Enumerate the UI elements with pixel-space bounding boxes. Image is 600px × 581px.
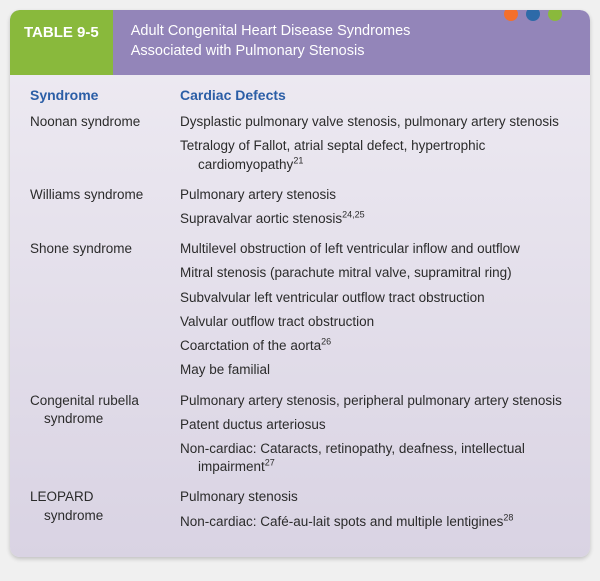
defect-item: Pulmonary artery stenosis, peripheral pu…: [180, 390, 570, 414]
defect-item: Pulmonary artery stenosis: [180, 184, 570, 208]
table-row: Congenital rubellasyndromePulmonary arte…: [30, 388, 570, 485]
defects-cell: Multilevel obstruction of left ventricul…: [180, 238, 570, 383]
defects-cell: Dysplastic pulmonary valve stenosis, pul…: [180, 111, 570, 178]
defect-item: Tetralogy of Fallot, atrial septal defec…: [180, 135, 570, 177]
syndrome-cell: Shone syndrome: [30, 238, 180, 258]
defect-item: Non-cardiac: Cataracts, retinopathy, dea…: [180, 438, 570, 480]
defect-item: Dysplastic pulmonary valve stenosis, pul…: [180, 111, 570, 135]
defect-item: Subvalvular left ventricular outflow tra…: [180, 287, 570, 311]
table-row: Noonan syndromeDysplastic pulmonary valv…: [30, 109, 570, 182]
column-header-row: Syndrome Cardiac Defects: [30, 87, 570, 109]
defect-item: Mitral stenosis (parachute mitral valve,…: [180, 262, 570, 286]
title-line-2: Associated with Pulmonary Stenosis: [131, 43, 365, 59]
defect-item: Supravalvar aortic stenosis24,25: [180, 208, 570, 232]
defect-item: Patent ductus arteriosus: [180, 414, 570, 438]
decorative-dots: [504, 10, 562, 21]
table-row: Shone syndromeMultilevel obstruction of …: [30, 236, 570, 387]
defect-item: Coarctation of the aorta26: [180, 335, 570, 359]
reference-sup: 26: [321, 337, 331, 347]
syndrome-cell: Congenital rubellasyndrome: [30, 390, 180, 428]
reference-sup: 27: [265, 458, 275, 468]
syndrome-cell: Noonan syndrome: [30, 111, 180, 131]
dot-blue: [526, 10, 540, 21]
col-header-defects: Cardiac Defects: [180, 87, 570, 109]
syndrome-cell: Williams syndrome: [30, 184, 180, 204]
dot-orange: [504, 10, 518, 21]
syndrome-cont: syndrome: [30, 507, 172, 525]
table-body: Syndrome Cardiac Defects Noonan syndrome…: [10, 75, 590, 557]
defect-item: Non-cardiac: Café-au-lait spots and mult…: [180, 511, 570, 535]
table-title: Adult Congenital Heart Disease Syndromes…: [113, 10, 427, 75]
table-row: Williams syndromePulmonary artery stenos…: [30, 182, 570, 236]
table-card: TABLE 9-5 Adult Congenital Heart Disease…: [10, 10, 590, 557]
table-number: TABLE 9-5: [10, 10, 113, 75]
rows-container: Noonan syndromeDysplastic pulmonary valv…: [30, 109, 570, 539]
defect-item: Valvular outflow tract obstruction: [180, 311, 570, 335]
table-row: LEOPARDsyndromePulmonary stenosisNon-car…: [30, 484, 570, 538]
col-header-syndrome: Syndrome: [30, 87, 180, 109]
defect-item: Multilevel obstruction of left ventricul…: [180, 238, 570, 262]
defects-cell: Pulmonary stenosisNon-cardiac: Café-au-l…: [180, 486, 570, 534]
reference-sup: 28: [503, 512, 513, 522]
defects-cell: Pulmonary artery stenosisSupravalvar aor…: [180, 184, 570, 232]
defect-item: May be familial: [180, 359, 570, 383]
table-header: TABLE 9-5 Adult Congenital Heart Disease…: [10, 10, 590, 75]
reference-sup: 21: [293, 155, 303, 165]
syndrome-cont: syndrome: [30, 410, 172, 428]
dot-green: [548, 10, 562, 21]
defects-cell: Pulmonary artery stenosis, peripheral pu…: [180, 390, 570, 481]
title-line-1: Adult Congenital Heart Disease Syndromes: [131, 23, 411, 39]
defect-item: Pulmonary stenosis: [180, 486, 570, 510]
reference-sup: 24,25: [342, 210, 365, 220]
syndrome-cell: LEOPARDsyndrome: [30, 486, 180, 524]
